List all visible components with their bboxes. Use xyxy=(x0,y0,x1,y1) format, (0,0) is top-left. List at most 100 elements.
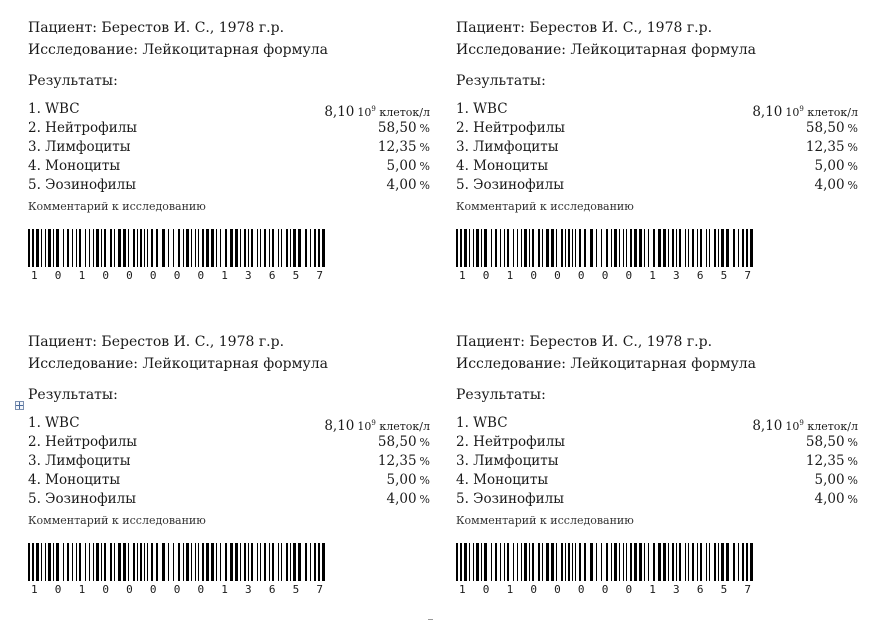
barcode-bar xyxy=(178,543,180,581)
barcode-digit: 0 xyxy=(530,269,537,282)
barcode-bar xyxy=(240,543,241,581)
barcode-bar xyxy=(634,543,637,581)
barcode-bar xyxy=(48,229,51,267)
barcode-bar xyxy=(257,229,258,267)
result-unit: % xyxy=(847,436,858,449)
barcode-bar xyxy=(79,543,81,581)
barcode-digits: 1 0 1 0 0 0 0 0 1 3 6 5 7 xyxy=(28,269,326,283)
result-number: 12,35 xyxy=(377,453,417,469)
lab-label-card: Пациент: Берестов И. С., 1978 г.р. Иссле… xyxy=(28,19,438,319)
result-name: 5. Эозинофилы xyxy=(456,177,564,193)
barcode-bar xyxy=(286,543,288,581)
barcode-bar xyxy=(211,543,214,581)
barcode-image xyxy=(456,229,753,267)
result-unit: 109 клеток/л xyxy=(785,419,858,433)
barcode-bar xyxy=(137,543,138,581)
barcode-bar xyxy=(230,543,233,581)
barcode-bar xyxy=(244,229,246,267)
result-row: 3. Лимфоциты 12,35% xyxy=(456,452,858,471)
result-value: 5,00% xyxy=(386,471,430,490)
result-unit: 109 клеток/л xyxy=(357,105,430,119)
barcode-bar xyxy=(484,543,487,581)
result-value: 8,10 109 клеток/л xyxy=(324,100,430,122)
barcode-bar xyxy=(314,543,316,581)
result-value: 8,10 109 клеток/л xyxy=(752,414,858,436)
barcode-bar xyxy=(718,229,719,267)
result-name: 4. Моноциты xyxy=(28,472,121,488)
barcode-bar xyxy=(658,543,661,581)
barcode-bar xyxy=(507,229,509,267)
barcode-bar xyxy=(721,229,724,267)
barcode-bar xyxy=(137,229,138,267)
barcode-bar xyxy=(151,229,153,267)
barcode-bar xyxy=(469,229,470,267)
barcode-bar xyxy=(551,229,554,267)
barcode-bar xyxy=(685,543,686,581)
result-number: 8,10 xyxy=(752,104,783,120)
barcode-digit: 1 xyxy=(459,583,466,596)
barcode-bar xyxy=(606,229,608,267)
barcode-digit: 1 xyxy=(506,583,514,596)
lab-label-card: Пациент: Берестов И. С., 1978 г.р. Иссле… xyxy=(28,333,438,633)
barcode-digit: 0 xyxy=(554,269,561,282)
barcode-digit: 0 xyxy=(530,583,537,596)
barcode-bar xyxy=(290,229,291,267)
barcode-bar xyxy=(101,543,102,581)
barcode-digit: 1 xyxy=(31,269,38,282)
barcode-digits: 1 0 1 0 0 0 0 0 1 3 6 5 7 xyxy=(456,269,754,283)
barcode-bar xyxy=(28,229,30,267)
barcode-bar xyxy=(601,543,602,581)
barcode-bar xyxy=(272,543,274,581)
result-value: 12,35% xyxy=(806,452,858,471)
barcode-digit: 1 xyxy=(506,269,514,282)
barcode-bar xyxy=(104,229,106,267)
result-number: 5,00 xyxy=(814,158,845,174)
barcode-bar xyxy=(79,229,81,267)
barcode-bar xyxy=(504,229,505,267)
barcode-bar xyxy=(147,543,148,581)
result-row: 5. Эозинофилы 4,00% xyxy=(456,490,858,509)
barcode-bar xyxy=(692,543,694,581)
barcode-bar xyxy=(76,229,77,267)
patient-line: Пациент: Берестов И. С., 1978 г.р. xyxy=(456,334,713,350)
barcode-bar xyxy=(281,229,282,267)
barcode-bar xyxy=(133,543,135,581)
barcode-bar xyxy=(173,543,174,581)
study-line: Исследование: Лейкоцитарная формула xyxy=(456,42,757,58)
result-number: 5,00 xyxy=(386,158,417,174)
barcode-bar xyxy=(460,543,462,581)
barcode-bar xyxy=(721,543,724,581)
barcode-digit: 1 xyxy=(78,269,86,282)
barcode-bar xyxy=(202,543,204,581)
barcode-bar xyxy=(679,543,681,581)
barcode-bar xyxy=(162,543,165,581)
barcode-digit: 0 xyxy=(625,269,633,282)
result-value: 58,50% xyxy=(378,119,430,138)
barcode-bar xyxy=(542,229,543,267)
barcode-bar xyxy=(260,229,261,267)
barcode-bar xyxy=(322,229,325,267)
result-unit: % xyxy=(847,455,858,468)
table-move-icon[interactable] xyxy=(15,401,24,410)
barcode-digit: 0 xyxy=(126,583,133,596)
barcode-bar xyxy=(579,229,581,267)
barcode-bar xyxy=(456,229,458,267)
barcode-bar xyxy=(128,229,129,267)
result-name: 2. Нейтрофилы xyxy=(456,120,566,136)
barcode-bar xyxy=(572,229,573,267)
barcode-bar xyxy=(67,543,69,581)
barcode-digit: 0 xyxy=(149,269,157,282)
results-heading: Результаты: xyxy=(456,73,546,89)
barcode-bar xyxy=(225,543,227,581)
barcode-bar xyxy=(318,229,320,267)
barcode-image xyxy=(456,543,753,581)
comment-label: Комментарий к исследованию xyxy=(456,200,634,213)
result-row: 3. Лимфоциты 12,35% xyxy=(28,138,430,157)
barcode-bar xyxy=(672,229,674,267)
barcode-bar xyxy=(32,543,34,581)
barcode-bar xyxy=(41,543,42,581)
barcode-bar xyxy=(561,229,563,267)
barcode-bar xyxy=(639,543,642,581)
barcode-bar xyxy=(314,229,316,267)
study-line: Исследование: Лейкоцитарная формула xyxy=(456,356,757,372)
